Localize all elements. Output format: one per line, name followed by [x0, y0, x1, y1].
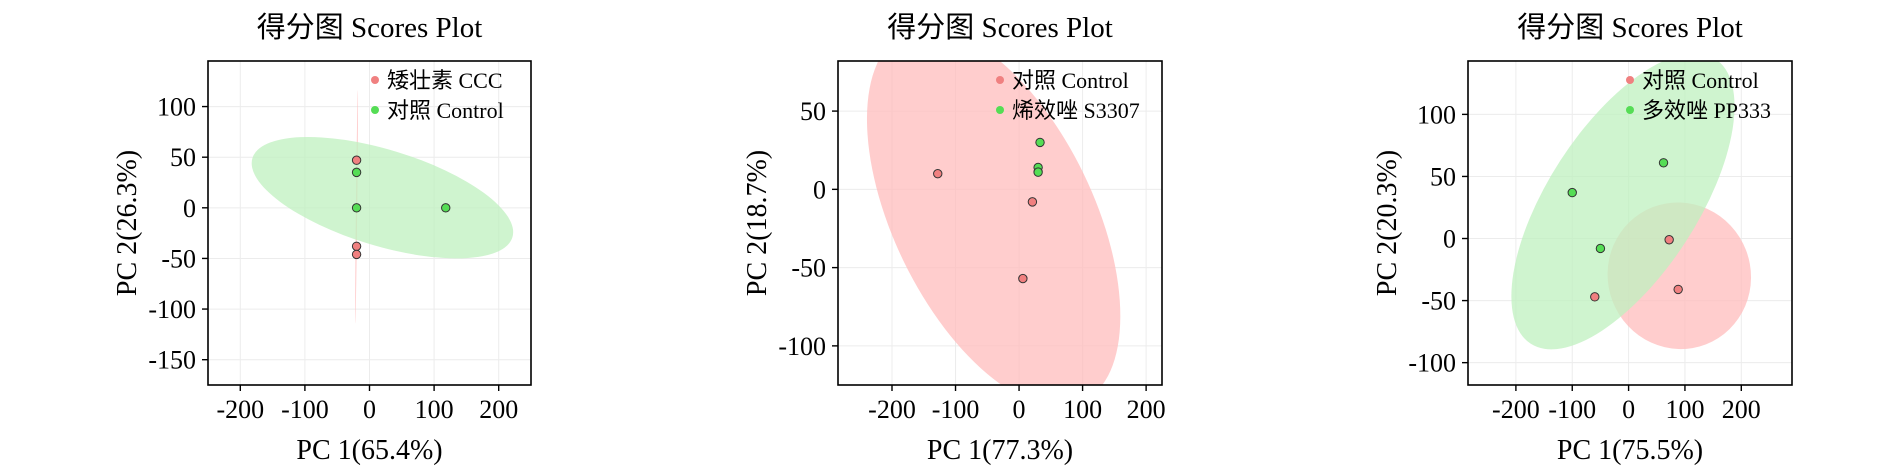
x-axis-label: PC 1(65.4%) — [296, 435, 442, 466]
data-point-s2-2 — [1658, 158, 1669, 168]
data-point-s1-3 — [351, 249, 362, 260]
y-tick-label: 0 — [1443, 225, 1456, 254]
data-point-s2-3 — [441, 203, 451, 213]
data-point-s1-2 — [1027, 197, 1038, 207]
x-tick-label: -200 — [1492, 395, 1540, 424]
x-tick-label: 100 — [415, 395, 454, 424]
legend: 对照 Control 多效唑 PP333 — [1626, 68, 1771, 123]
chart-panel-2: -200 -100 0 100 200 -100 -50 0 50 得分图 Scores Plot… — [742, 11, 1166, 466]
data-point-s2-1 — [351, 167, 362, 178]
legend: 矮壮素 CCC 对照 Control — [371, 68, 504, 123]
y-tick-label: 100 — [157, 93, 196, 122]
x-tick-label: 0 — [1622, 395, 1635, 424]
y-tick-label: -100 — [778, 332, 826, 361]
data-point-s2-2 — [351, 203, 362, 213]
x-tick-label: -200 — [868, 395, 916, 424]
chart-panel-1: -200 -100 0 100 200 -150 -100 -50 0 50 100 得分图 Scor… — [112, 11, 532, 466]
x-tick-label: 200 — [1722, 395, 1761, 424]
legend-label-1: 对照 Control — [1012, 68, 1129, 93]
x-tick-label: 200 — [479, 395, 518, 424]
confidence-ellipses — [1511, 61, 1752, 350]
y-tick-label: -100 — [148, 295, 196, 324]
plot-frame — [1467, 60, 1793, 386]
confidence-ellipses — [251, 90, 514, 324]
y-tick-label: -50 — [1421, 287, 1456, 316]
legend-marker-2 — [996, 106, 1004, 114]
x-tick-label: 0 — [363, 395, 376, 424]
legend-label-2: 多效唑 PP333 — [1642, 98, 1771, 123]
data-point-s2-1 — [1567, 187, 1577, 198]
legend-label-2: 烯效唑 S3307 — [1012, 98, 1140, 123]
legend-label-1: 对照 Control — [1642, 68, 1759, 93]
data-point-s1-3 — [1673, 284, 1683, 295]
legend-marker-2 — [1626, 106, 1634, 114]
chart-title: 得分图 Scores Plot — [887, 11, 1113, 44]
x-axis-label: PC 1(75.5%) — [1557, 435, 1703, 466]
y-tick-label: 50 — [1430, 162, 1456, 191]
legend-label-1: 矮壮素 CCC — [387, 68, 503, 93]
x-tick-label: -100 — [1548, 395, 1596, 424]
y-tick-label: 0 — [813, 175, 826, 204]
confidence-ellipse-2 — [251, 136, 514, 259]
data-point-s2-1 — [1035, 137, 1045, 148]
data-point-s2-3 — [1595, 243, 1606, 254]
legend-marker-1 — [371, 76, 379, 84]
chart-title: 得分图 Scores Plot — [1517, 11, 1743, 44]
data-point-s1-1 — [933, 168, 943, 179]
chart-title: 得分图 Scores Plot — [257, 11, 483, 44]
legend-label-2: 对照 Control — [387, 98, 504, 123]
y-tick-label: -150 — [148, 346, 196, 375]
legend-marker-1 — [1626, 76, 1634, 84]
legend-marker-1 — [996, 76, 1004, 84]
data-point-s2-3 — [1033, 167, 1043, 177]
x-tick-label: 100 — [1665, 395, 1704, 424]
data-point-s1-3 — [1018, 273, 1028, 284]
y-tick-label: 100 — [1417, 100, 1456, 129]
y-tick-label: -50 — [161, 244, 196, 273]
y-tick-label: 0 — [183, 194, 196, 223]
confidence-ellipse-1 — [866, 61, 1121, 385]
x-tick-label: -200 — [216, 395, 264, 424]
x-tick-label: -100 — [932, 395, 980, 424]
y-tick-label: 50 — [170, 143, 196, 172]
x-axis-label: PC 1(77.3%) — [927, 435, 1073, 466]
y-axis-label: PC 2(20.3%) — [1372, 150, 1403, 296]
x-tick-label: 100 — [1063, 395, 1102, 424]
y-tick-label: -100 — [1408, 349, 1456, 378]
x-tick-label: 200 — [1127, 395, 1166, 424]
data-point-s1-1 — [351, 155, 362, 165]
y-tick-label: 50 — [800, 97, 826, 126]
x-tick-label: 0 — [1013, 395, 1026, 424]
data-point-s1-2 — [1590, 292, 1600, 302]
data-point-s1-1 — [1664, 235, 1674, 245]
confidence-ellipse-2 — [1511, 61, 1735, 350]
y-axis-label: PC 2(26.3%) — [112, 150, 143, 296]
chart-panel-3: -200 -100 0 100 200 -100 -50 0 50 100 得分图 Scores P… — [1372, 11, 1793, 466]
y-axis-label: PC 2(18.7%) — [742, 150, 773, 296]
plot-frame — [837, 60, 1163, 386]
data-point-s1-2 — [351, 241, 362, 251]
y-tick-label: -50 — [791, 254, 826, 283]
legend: 对照 Control 烯效唑 S3307 — [996, 68, 1140, 123]
confidence-ellipses — [866, 61, 1121, 385]
legend-marker-2 — [371, 106, 379, 114]
x-tick-label: -100 — [281, 395, 329, 424]
